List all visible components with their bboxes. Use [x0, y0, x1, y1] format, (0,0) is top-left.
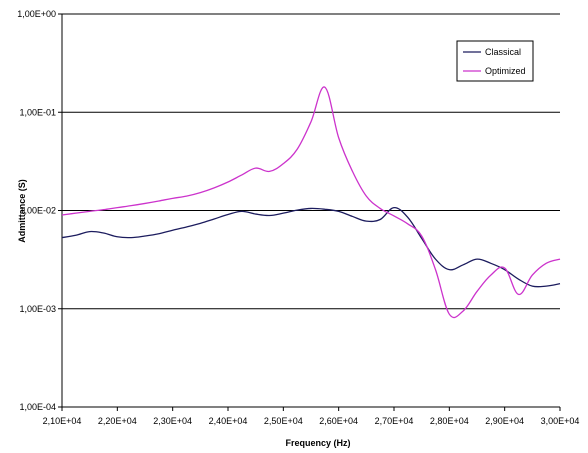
x-tick-label: 2,20E+04 [98, 416, 137, 426]
x-tick-label: 2,70E+04 [375, 416, 414, 426]
y-tick-label: 1,00E-04 [19, 402, 56, 412]
x-tick-label: 2,50E+04 [264, 416, 303, 426]
y-tick-label: 1,00E-01 [19, 107, 56, 117]
series-line-optimized [61, 86, 561, 319]
x-tick-labels: 2,10E+04 2,20E+04 2,30E+04 2,40E+04 2,50E+04… [43, 416, 580, 426]
x-axis-title: Frequency (Hz) [285, 438, 350, 448]
y-tick-label: 1,00E-02 [19, 206, 56, 216]
y-tick-label: 1,00E-03 [19, 304, 56, 314]
y-tick-labels: 1,00E+00 1,00E-01 1,00E-02 1,00E-03 1,00E-04 [17, 9, 56, 412]
x-tick-label: 2,40E+04 [209, 416, 248, 426]
x-tick-label: 2,60E+04 [319, 416, 358, 426]
x-tick-label: 3,00E+04 [541, 416, 580, 426]
legend-box [456, 40, 534, 82]
x-tick-label: 2,10E+04 [43, 416, 82, 426]
axes [58, 13, 561, 411]
x-tick-label: 2,30E+04 [153, 416, 192, 426]
series-lines [61, 86, 561, 319]
legend-label-optimized: Optimized [485, 66, 526, 76]
y-tick-label: 1,00E+00 [17, 9, 56, 19]
legend: Classical Optimized [456, 40, 534, 82]
y-axis-title: Admittance (S) [17, 179, 27, 243]
x-tick-label: 2,80E+04 [430, 416, 469, 426]
gridlines [62, 13, 560, 310]
x-tick-label: 2,90E+04 [485, 416, 524, 426]
legend-label-classical: Classical [485, 47, 521, 57]
series-line-classical [61, 206, 561, 288]
